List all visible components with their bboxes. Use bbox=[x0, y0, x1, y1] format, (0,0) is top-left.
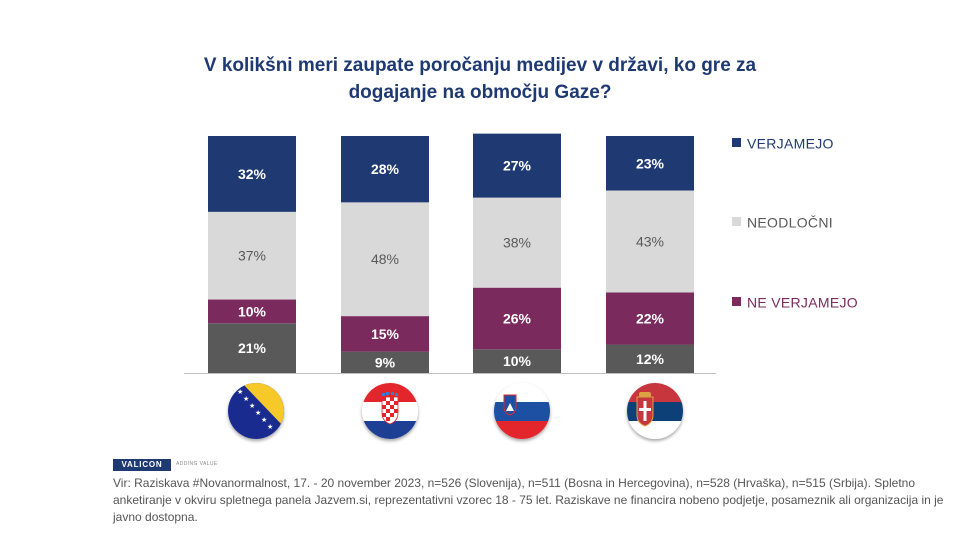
chart-title-line-1: V kolikšni meri zaupate poročanju medije… bbox=[203, 55, 757, 76]
data-label: 38% bbox=[503, 235, 531, 251]
data-label: 26% bbox=[503, 310, 532, 326]
data-label: 48% bbox=[371, 251, 399, 267]
data-label: 12% bbox=[636, 351, 665, 367]
legend-item-ne-verjamejo: NE VERJAMEJO bbox=[732, 293, 858, 310]
croatia-flag-icon bbox=[362, 383, 418, 439]
legend-swatch-neodlocni bbox=[732, 216, 741, 226]
bar-segment bbox=[208, 211, 296, 300]
bar-segment bbox=[341, 351, 429, 373]
svg-text:★: ★ bbox=[237, 388, 243, 396]
data-label: 21% bbox=[238, 340, 267, 356]
data-label: 32% bbox=[238, 166, 267, 182]
bar-segment bbox=[208, 136, 296, 212]
bar-segment bbox=[473, 133, 561, 198]
svg-text:★: ★ bbox=[267, 423, 273, 431]
svg-text:★: ★ bbox=[255, 409, 261, 417]
bosnia-flag-icon: ★ ★ ★ ★ ★ ★ bbox=[228, 383, 284, 439]
bar-segment bbox=[606, 136, 694, 191]
legend-swatch-verjamejo bbox=[732, 137, 741, 147]
svg-text:★: ★ bbox=[249, 402, 255, 410]
data-label: 27% bbox=[503, 158, 532, 174]
data-label: 9% bbox=[375, 354, 396, 370]
svg-text:★: ★ bbox=[261, 416, 267, 424]
data-label: 15% bbox=[371, 326, 400, 342]
bar-segment bbox=[473, 349, 561, 373]
svg-text:★: ★ bbox=[243, 395, 249, 403]
legend-swatch-ne-verjamejo bbox=[732, 296, 741, 306]
data-label: 37% bbox=[238, 248, 266, 264]
data-label: 10% bbox=[238, 303, 267, 319]
data-label: 43% bbox=[636, 233, 664, 249]
bar-segment bbox=[341, 136, 429, 203]
bar-segment bbox=[208, 323, 296, 373]
legend-item-neodlocni: NEODLOČNI bbox=[732, 213, 833, 230]
data-label: 22% bbox=[636, 310, 665, 326]
bar-segment bbox=[606, 292, 694, 345]
data-label: 28% bbox=[371, 161, 400, 177]
bar-segment bbox=[208, 299, 296, 324]
bar-segment bbox=[473, 197, 561, 288]
chart-title: V kolikšni meri zaupate poročanju medije… bbox=[150, 52, 810, 106]
bar-segment bbox=[606, 190, 694, 293]
legend-label-verjamejo: VERJAMEJO bbox=[747, 135, 834, 152]
bar-segment bbox=[341, 316, 429, 352]
serbia-flag-icon bbox=[627, 383, 683, 439]
bar-segment bbox=[606, 344, 694, 373]
legend-label-ne-verjamejo: NE VERJAMEJO bbox=[747, 294, 858, 311]
legend-item-verjamejo: VERJAMEJO bbox=[732, 134, 834, 151]
slovenia-flag-icon bbox=[494, 383, 550, 439]
chart-title-line-2: dogajanje na območju Gaze? bbox=[348, 82, 612, 103]
valicon-logo: VALICON bbox=[113, 459, 171, 471]
legend-label-neodlocni: NEODLOČNI bbox=[747, 214, 833, 231]
brand-tagline: ADDING VALUE bbox=[176, 461, 218, 467]
bar-segment bbox=[341, 202, 429, 317]
source-footnote: Vir: Raziskava #Novanormalnost, 17. - 20… bbox=[113, 476, 944, 524]
data-label: 10% bbox=[503, 353, 532, 369]
data-label: 23% bbox=[636, 155, 665, 171]
bar-segment bbox=[473, 287, 561, 350]
